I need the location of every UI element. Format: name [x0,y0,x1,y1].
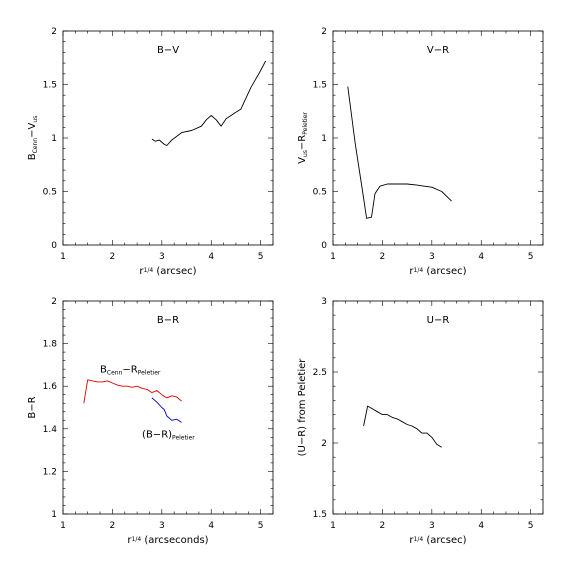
br-y-tick-label: 1.2 [43,467,57,477]
vr-y-tick-label: 1 [321,134,327,144]
vr-y-tick-label: 0.5 [313,188,327,198]
vr-x-axis-label: r1/4 (arcsec) [409,266,466,277]
br-y-tick-label: 1.6 [43,382,58,392]
bv-y-tick-label: 0 [51,241,57,251]
ur-chart-title: U−R [427,315,450,326]
br-chart-title: B−R [157,315,179,326]
br-y-tick-label: 2 [51,297,57,307]
br-y-tick-label: 1.8 [43,340,58,350]
bv-plot-frame [62,30,274,246]
bv-x-tick-label: 3 [159,252,165,262]
vr-x-tick-label: 5 [528,252,534,262]
bv-x-tick-label: 4 [208,252,214,262]
bv-y-tick-label: 1 [51,134,57,144]
ur-x-axis-label: r1/4 (arcsec) [409,535,466,546]
bv-panel: 1 2 3 4 5 0 0.5 1 1.5 2 B−V r1/4 (arcsec) BCenn−Vus [27,27,274,277]
br-x-tick-label: 3 [159,521,165,531]
bv-x-axis-label: r1/4 (arcsec) [139,266,196,277]
bv-x-tick-label: 5 [258,252,264,262]
bv-chart-title: B−V [157,45,179,56]
bv-series-0-line [151,60,266,146]
vr-x-tick-label: 4 [478,252,484,262]
ur-plot-frame [332,300,544,515]
ur-y-axis-label: (U−R) from Peletier [297,358,308,457]
ur-panel: 1 2 3 4 5 1.5 2 2.5 3 U−R r1/4 (arcsec) (U−R) from … [297,297,544,546]
br-y-tick-label: 1.4 [43,425,58,435]
br-x-tick-label: 2 [110,521,116,531]
ur-series-0-line [363,405,442,448]
ur-y-tick-label: 2 [321,439,327,449]
br-series-1-line [151,397,182,423]
br-panel: 1 2 3 4 5 1 1.2 1.4 1.6 1.8 2 B−R r1/4 (arcseconds) B… [27,297,274,546]
br-plot-frame [62,300,274,515]
vr-x-tick-label: 2 [380,252,386,262]
br-series-0-label: BCenn−RPeletier [100,364,161,376]
br-y-tick-label: 1 [51,510,57,520]
vr-plot-frame [332,30,544,246]
br-x-tick-label: 4 [208,521,214,531]
vr-x-tick-label: 3 [429,252,435,262]
vr-chart-title: V−R [427,45,449,56]
br-series-0-line [83,379,182,404]
ur-x-tick-label: 1 [330,521,336,531]
bv-y-axis-label: BCenn−Vus [27,116,39,161]
ur-x-tick-label: 5 [528,521,534,531]
vr-y-axis-label: Vus−RPeletier [297,112,309,164]
ur-y-tick-label: 3 [321,297,327,307]
vr-panel: 1 2 3 4 5 0 0.5 1 1.5 2 V−R r1/4 (arcsec) Vus−RPelet… [297,27,544,277]
bv-y-tick-label: 1.5 [43,81,57,91]
vr-series-0-line [347,86,452,219]
br-x-tick-label: 5 [258,521,264,531]
ur-x-tick-label: 2 [380,521,386,531]
vr-y-tick-label: 1.5 [313,81,327,91]
bv-x-tick-label: 1 [60,252,66,262]
ur-y-tick-label: 2.5 [313,368,327,378]
bv-y-tick-label: 2 [51,27,57,37]
vr-x-tick-label: 1 [330,252,336,262]
br-y-axis-label: B−R [27,396,38,418]
bv-x-tick-label: 2 [110,252,116,262]
br-x-tick-label: 1 [60,521,66,531]
ur-x-tick-label: 3 [429,521,435,531]
br-x-axis-label: r1/4 (arcseconds) [127,535,208,546]
bv-y-tick-label: 0.5 [43,188,57,198]
vr-y-tick-label: 0 [321,241,327,251]
br-series-1-label: (B−R)Peletier [142,429,195,441]
ur-y-tick-label: 1.5 [313,510,327,520]
vr-y-tick-label: 2 [321,27,327,37]
ur-x-tick-label: 4 [478,521,484,531]
